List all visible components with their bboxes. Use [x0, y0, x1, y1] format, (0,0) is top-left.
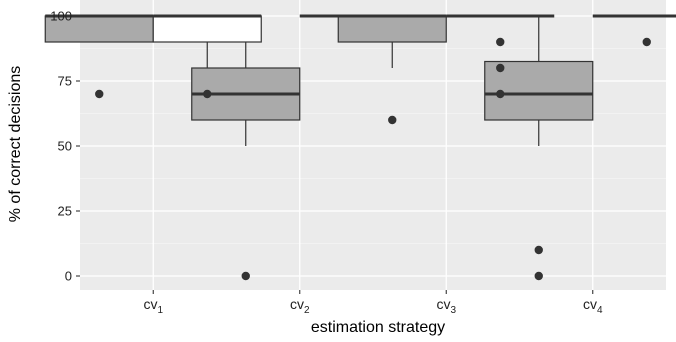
x-axis: cv1 cv2 cv3 cv4 — [143, 290, 603, 316]
outlier-point — [496, 89, 505, 99]
box-body — [337, 15, 447, 43]
x-tick-label: cv4 — [583, 296, 603, 316]
outlier-point — [534, 271, 543, 281]
box-group — [446, 14, 555, 99]
box-group — [152, 14, 262, 99]
box-body — [152, 15, 262, 43]
x-tick-label: cv3 — [436, 296, 456, 316]
outlier-point — [642, 37, 651, 47]
x-axis-title: estimation strategy — [311, 319, 445, 336]
y-axis-title: % of correct decisions — [7, 66, 24, 223]
boxes — [44, 14, 676, 281]
y-tick-label: 100 — [50, 9, 72, 24]
y-axis: 0 25 50 75 100 — [50, 9, 80, 284]
outlier-point — [496, 63, 505, 73]
outlier-point — [534, 245, 543, 255]
y-tick-label: 0 — [65, 269, 72, 284]
outlier-point — [496, 37, 505, 47]
y-tick-label: 50 — [58, 139, 72, 154]
outlier-point — [203, 89, 212, 99]
outlier-point — [241, 271, 250, 281]
outlier-point — [388, 115, 397, 125]
y-tick-label: 25 — [58, 204, 72, 219]
plot-panel — [80, 0, 666, 290]
panel-background — [80, 0, 666, 290]
y-tick-label: 75 — [58, 74, 72, 89]
x-tick-label: cv2 — [290, 296, 310, 316]
box-group — [592, 14, 676, 47]
x-tick-label: cv1 — [143, 296, 163, 316]
outlier-point — [95, 89, 104, 99]
